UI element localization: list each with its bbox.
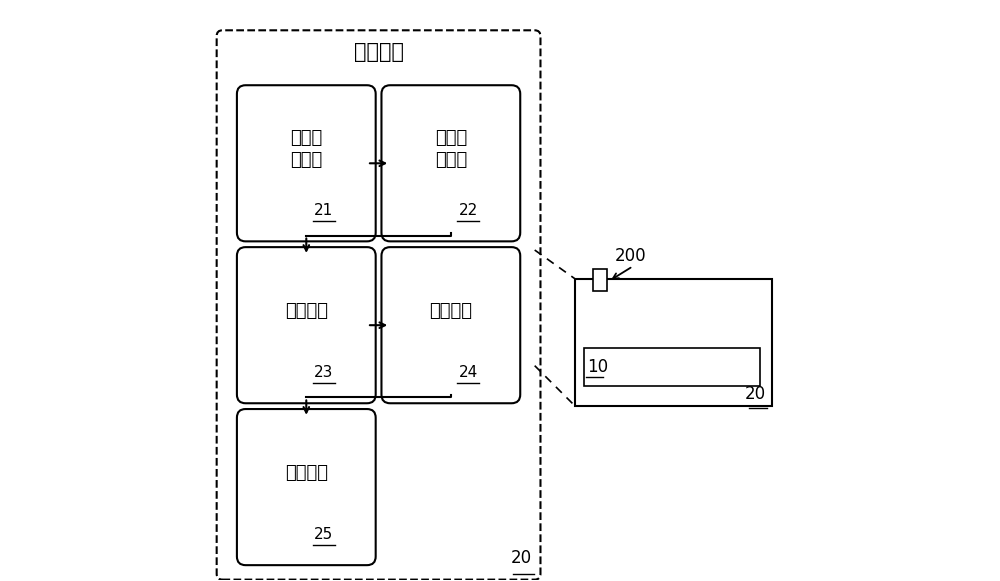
Text: 200: 200 [614,247,646,265]
FancyBboxPatch shape [237,85,376,241]
Text: 测试机台: 测试机台 [354,42,404,62]
FancyBboxPatch shape [381,247,520,403]
FancyBboxPatch shape [237,409,376,565]
Text: 22: 22 [459,203,478,218]
FancyBboxPatch shape [237,247,376,403]
Bar [584,349,760,386]
Text: 图像获
取模块: 图像获 取模块 [290,129,322,169]
Text: 21: 21 [314,203,333,218]
Text: 检测模块: 检测模块 [285,464,328,482]
Text: 24: 24 [459,365,478,380]
Bar [575,279,772,406]
Text: 解码模块: 解码模块 [285,302,328,320]
Text: 读取模块: 读取模块 [429,302,472,320]
FancyBboxPatch shape [381,85,520,241]
Text: 25: 25 [314,527,333,542]
FancyBboxPatch shape [217,30,540,580]
Text: 20: 20 [745,385,766,403]
Text: 23: 23 [314,365,333,380]
Text: 20: 20 [511,549,532,567]
Text: 10: 10 [587,358,608,376]
Text: 图像处
理模块: 图像处 理模块 [435,129,467,169]
Bar [593,268,607,290]
